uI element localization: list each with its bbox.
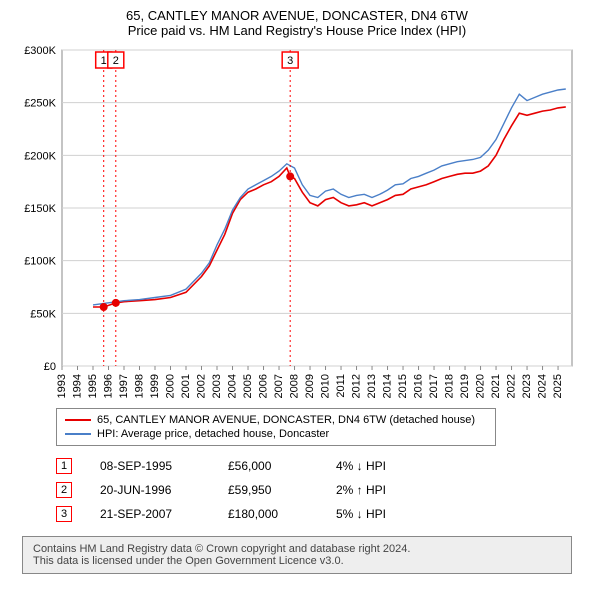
svg-text:1997: 1997 <box>118 374 130 398</box>
svg-text:3: 3 <box>287 55 293 67</box>
sale-point <box>286 172 294 180</box>
line-chart: £0£50K£100K£150K£200K£250K£300K199319941… <box>14 42 584 402</box>
svg-text:2: 2 <box>113 55 119 67</box>
svg-text:2014: 2014 <box>382 374 394 398</box>
event-badge: 3 <box>56 506 72 522</box>
event-date: 20-JUN-1996 <box>100 483 200 497</box>
svg-text:1995: 1995 <box>87 374 99 398</box>
svg-text:2003: 2003 <box>211 374 223 398</box>
series-property <box>93 107 566 307</box>
event-price: £180,000 <box>228 507 308 521</box>
svg-text:2005: 2005 <box>242 374 254 398</box>
legend-item: HPI: Average price, detached house, Donc… <box>65 427 487 441</box>
svg-text:£100K: £100K <box>24 256 56 268</box>
legend-item: 65, CANTLEY MANOR AVENUE, DONCASTER, DN4… <box>65 413 487 427</box>
svg-text:2013: 2013 <box>366 374 378 398</box>
svg-text:2021: 2021 <box>490 374 502 398</box>
svg-text:2017: 2017 <box>428 374 440 398</box>
legend-swatch <box>65 433 91 435</box>
footer-attribution: Contains HM Land Registry data © Crown c… <box>22 536 572 574</box>
svg-text:2019: 2019 <box>459 374 471 398</box>
legend-swatch <box>65 419 91 421</box>
event-date: 08-SEP-1995 <box>100 459 200 473</box>
svg-text:2010: 2010 <box>320 374 332 398</box>
svg-text:1999: 1999 <box>149 374 161 398</box>
svg-text:2009: 2009 <box>304 374 316 398</box>
svg-text:£300K: £300K <box>24 45 56 57</box>
event-row: 1 08-SEP-1995 £56,000 4% ↓ HPI <box>56 454 556 478</box>
events-table: 1 08-SEP-1995 £56,000 4% ↓ HPI 2 20-JUN-1996 £… <box>56 454 556 526</box>
svg-text:2000: 2000 <box>165 374 177 398</box>
legend-label: HPI: Average price, detached house, Donc… <box>97 428 329 440</box>
svg-text:2024: 2024 <box>537 374 549 398</box>
svg-text:2015: 2015 <box>397 374 409 398</box>
svg-text:£0: £0 <box>44 361 56 373</box>
svg-text:2006: 2006 <box>258 374 270 398</box>
svg-text:1994: 1994 <box>72 374 84 398</box>
svg-text:2020: 2020 <box>475 374 487 398</box>
svg-text:2018: 2018 <box>444 374 456 398</box>
svg-text:1: 1 <box>101 55 107 67</box>
legend-box: 65, CANTLEY MANOR AVENUE, DONCASTER, DN4… <box>56 408 496 446</box>
svg-text:1993: 1993 <box>56 374 68 398</box>
svg-text:2023: 2023 <box>521 374 533 398</box>
event-delta: 2% ↑ HPI <box>336 483 436 497</box>
footer-line-1: Contains HM Land Registry data © Crown c… <box>33 543 561 555</box>
legend-label: 65, CANTLEY MANOR AVENUE, DONCASTER, DN4… <box>97 414 475 426</box>
svg-text:2025: 2025 <box>552 374 564 398</box>
svg-text:£250K: £250K <box>24 98 56 110</box>
svg-text:£200K: £200K <box>24 150 56 162</box>
svg-text:2022: 2022 <box>506 374 518 398</box>
svg-text:2008: 2008 <box>289 374 301 398</box>
event-row: 3 21-SEP-2007 £180,000 5% ↓ HPI <box>56 502 556 526</box>
event-badge: 2 <box>56 482 72 498</box>
event-price: £59,950 <box>228 483 308 497</box>
event-row: 2 20-JUN-1996 £59,950 2% ↑ HPI <box>56 478 556 502</box>
page-root: 65, CANTLEY MANOR AVENUE, DONCASTER, DN4… <box>0 0 600 590</box>
svg-text:2001: 2001 <box>180 374 192 398</box>
svg-text:2012: 2012 <box>351 374 363 398</box>
sale-point <box>112 299 120 307</box>
title-block: 65, CANTLEY MANOR AVENUE, DONCASTER, DN4… <box>8 8 586 38</box>
svg-text:2011: 2011 <box>335 374 347 398</box>
svg-text:1996: 1996 <box>103 374 115 398</box>
svg-text:£150K: £150K <box>24 203 56 215</box>
series-hpi <box>93 89 566 305</box>
event-badge: 1 <box>56 458 72 474</box>
svg-text:2002: 2002 <box>196 374 208 398</box>
chart-subtitle: Price paid vs. HM Land Registry's House … <box>8 23 586 38</box>
sale-point <box>100 303 108 311</box>
event-price: £56,000 <box>228 459 308 473</box>
chart-title: 65, CANTLEY MANOR AVENUE, DONCASTER, DN4… <box>8 8 586 23</box>
event-delta: 4% ↓ HPI <box>336 459 436 473</box>
svg-text:2016: 2016 <box>413 374 425 398</box>
event-date: 21-SEP-2007 <box>100 507 200 521</box>
chart-area: £0£50K£100K£150K£200K£250K£300K199319941… <box>14 42 584 402</box>
svg-text:2007: 2007 <box>273 374 285 398</box>
svg-text:1998: 1998 <box>134 374 146 398</box>
svg-text:2004: 2004 <box>227 374 239 398</box>
svg-text:£50K: £50K <box>30 308 56 320</box>
event-delta: 5% ↓ HPI <box>336 507 436 521</box>
footer-line-2: This data is licensed under the Open Gov… <box>33 555 561 567</box>
